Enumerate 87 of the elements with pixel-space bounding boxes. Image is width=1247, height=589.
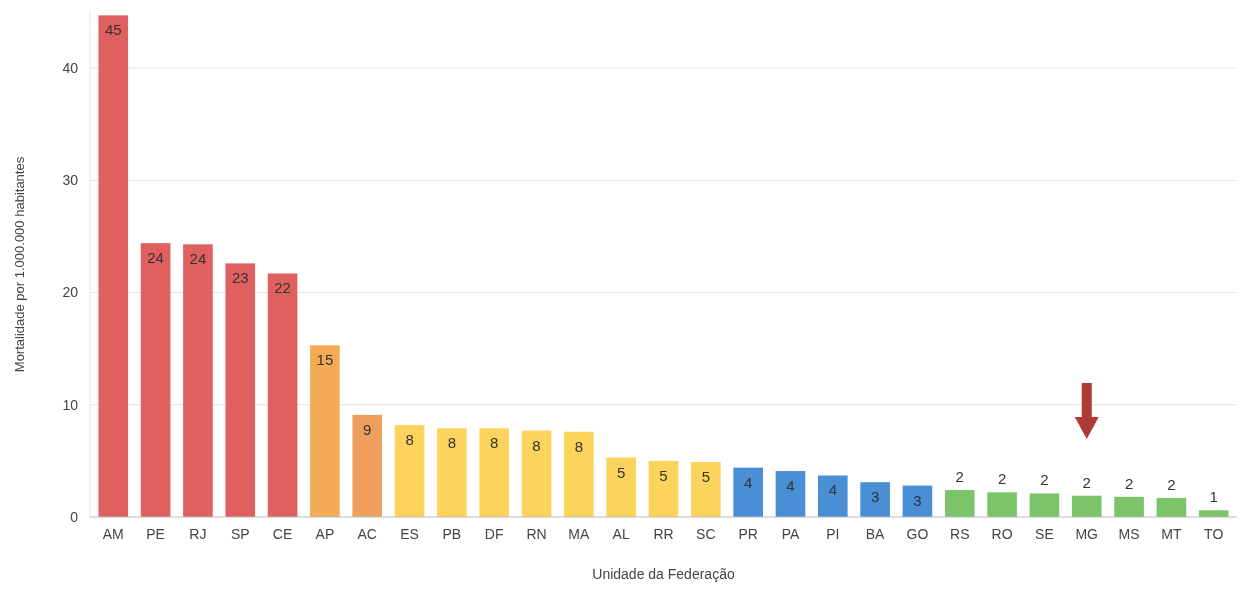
data-label: 15 [316,351,334,369]
y-tick-label: 0 [70,508,79,525]
x-tick-label: RR [653,526,674,542]
x-tick-label: ES [400,526,419,542]
data-label: 4 [786,476,795,494]
bar [352,414,383,517]
bar [437,428,467,517]
bar [1198,510,1229,517]
x-tick-label: CE [272,526,293,542]
y-tick-label: 20 [62,284,79,301]
x-tick-label: PR [738,526,758,542]
x-tick-label: RS [950,526,970,542]
x-tick-label: AL [612,526,630,542]
x-tick-label: MG [1075,526,1099,542]
x-tick-label: GO [906,526,929,542]
data-label: 22 [274,279,291,297]
bar [140,243,171,517]
x-tick-label: PI [826,526,840,542]
data-label: 2 [997,470,1007,488]
data-label: 8 [532,436,541,454]
y-tick-label: 10 [62,396,79,413]
x-tick-label: SC [696,526,716,542]
x-tick-label: MS [1118,526,1140,542]
x-tick-label: AC [357,526,377,542]
x-tick-label: RN [526,526,547,542]
bar [1071,495,1102,517]
data-label: 2 [1082,473,1091,491]
bar [98,15,129,517]
x-tick-label: MT [1161,526,1182,542]
bar [310,345,340,517]
bar [1156,497,1187,517]
bar [1114,496,1144,517]
x-tick-label: DF [484,526,504,542]
data-label: 2 [1167,475,1176,493]
data-label: 3 [870,488,880,506]
x-tick-label: TO [1204,526,1224,542]
data-label: 23 [231,269,249,287]
x-tick-label: SE [1035,526,1054,542]
x-tick-label: PA [781,526,800,542]
x-tick-label: PB [442,526,462,542]
data-label: 5 [617,463,626,481]
data-label: 5 [701,468,710,486]
y-tick-label: 40 [62,60,79,77]
y-axis-title: Mortalidade por 1.000.000 habitantes [12,156,27,373]
data-label: 5 [659,466,668,484]
bar [564,431,594,517]
data-label: 8 [405,430,414,448]
data-label: 24 [147,249,164,267]
bar [817,475,848,517]
data-label: 4 [828,481,837,499]
x-tick-label: AM [102,526,124,542]
x-tick-label: BA [865,526,886,542]
bar [944,490,975,517]
data-label: 2 [955,468,964,486]
bar [1029,493,1060,517]
data-label: 2 [1040,471,1049,489]
x-tick-label: SP [230,526,250,542]
data-label: 9 [363,420,372,438]
bar [648,460,679,517]
data-label: 8 [574,437,584,455]
data-label: 8 [447,434,457,452]
bar [183,244,213,517]
bar [775,470,806,517]
data-label: 45 [104,21,122,39]
x-tick-label: AP [315,526,335,542]
data-label: 4 [743,473,753,491]
bar [606,457,636,517]
bar [521,430,552,517]
bar [479,428,510,517]
bar [691,462,721,517]
bar [987,492,1017,517]
x-tick-label: PE [146,526,165,542]
bar [267,273,298,517]
data-label: 24 [189,250,207,268]
x-tick-label: MA [568,526,591,542]
y-tick-label: 30 [62,172,79,189]
data-label: 8 [490,434,499,452]
data-label: 1 [1209,488,1218,506]
bar [733,467,763,517]
x-tick-label: RO [991,526,1013,542]
data-label: 3 [913,491,922,509]
x-axis-title: Unidade da Federação [592,566,735,582]
x-tick-label: RJ [189,526,207,542]
data-label: 2 [1124,474,1134,492]
bar [394,424,425,517]
bar [225,263,256,517]
bar [860,482,890,517]
